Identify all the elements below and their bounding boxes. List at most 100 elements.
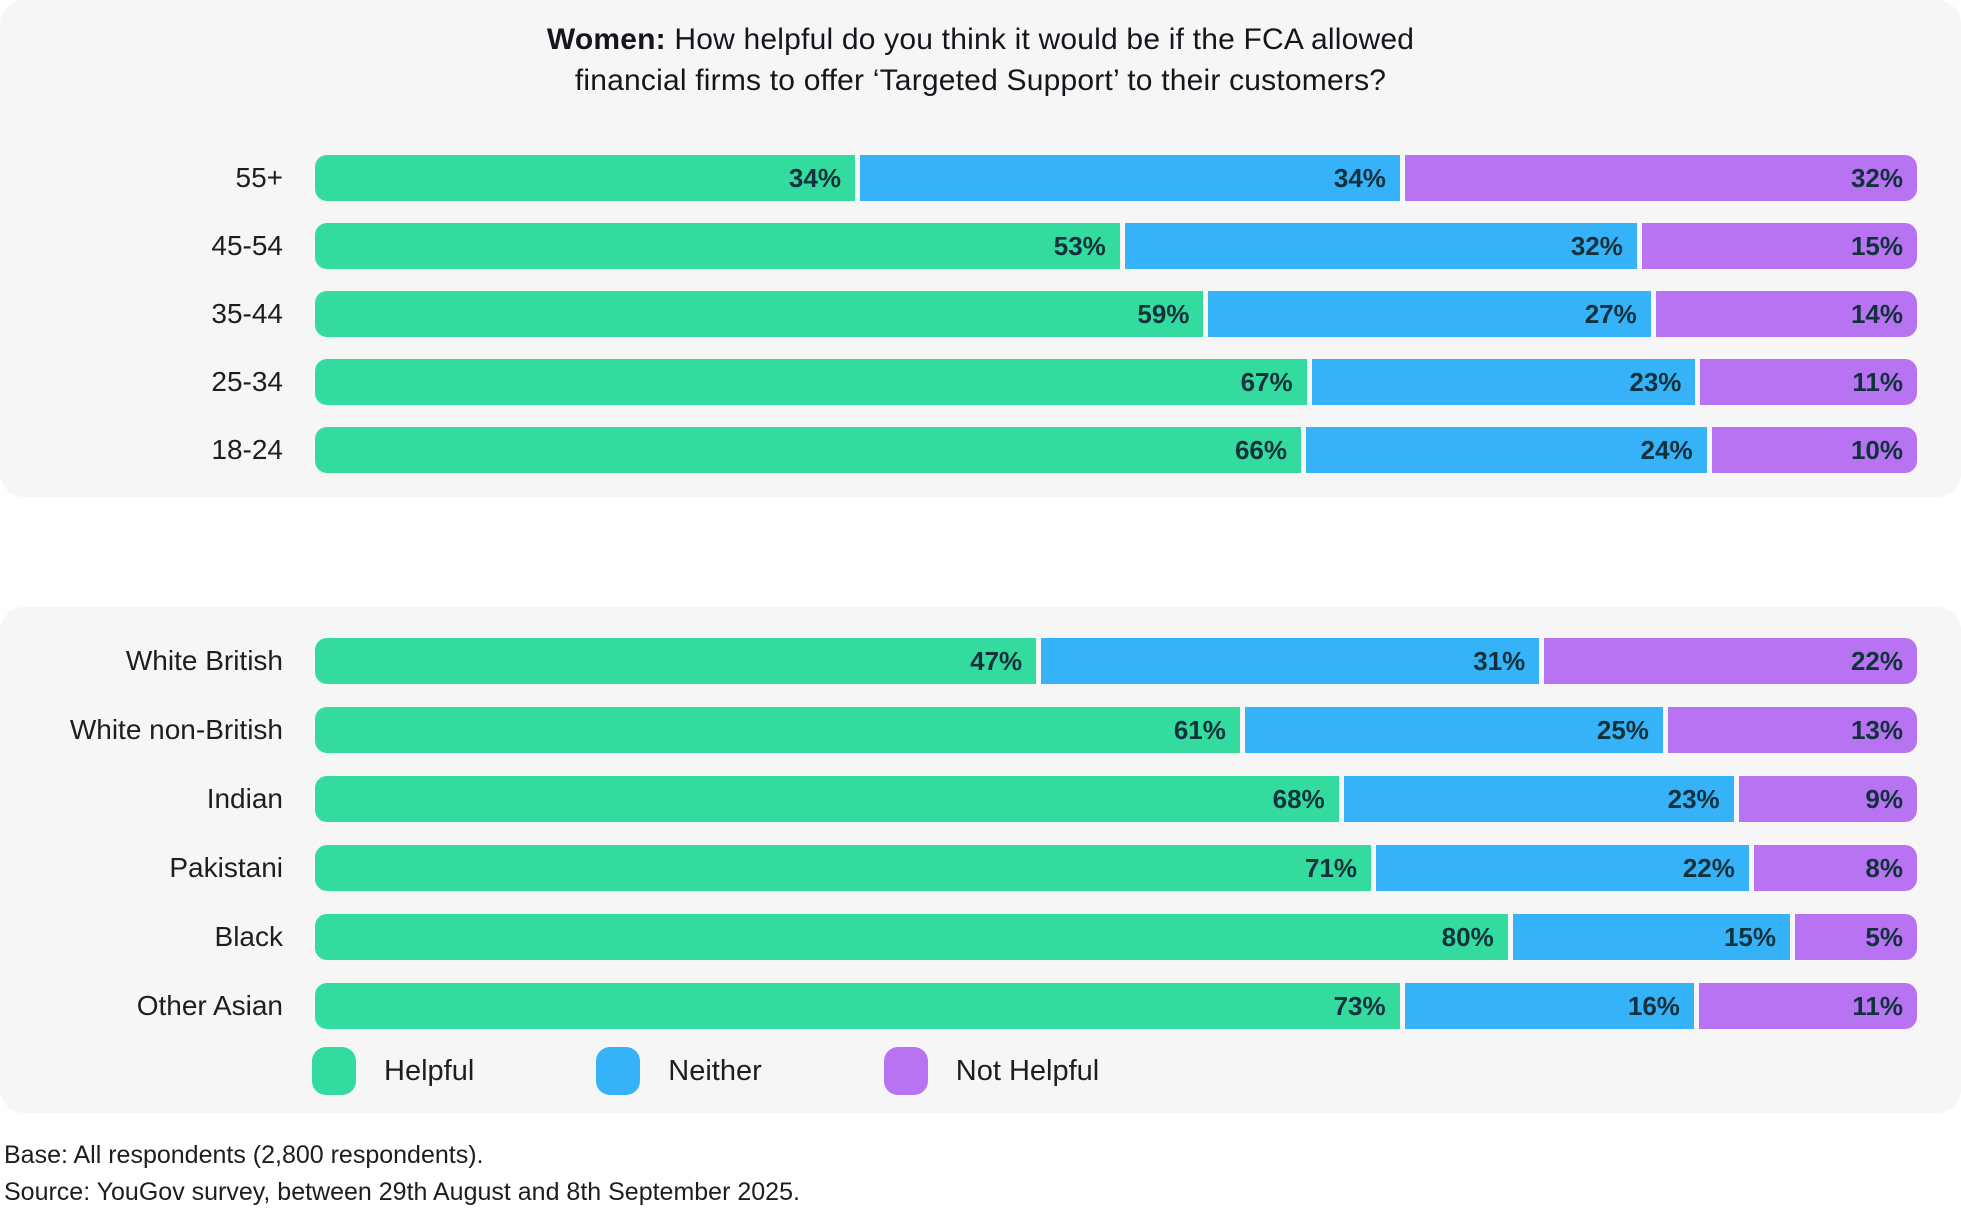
chart-title-line1-rest: How helpful do you think it would be if … — [665, 23, 1415, 56]
footer-source-note: Source: YouGov survey, between 29th Augu… — [4, 1178, 800, 1206]
category-label: Indian — [206, 783, 283, 814]
chart-row-age: 18-24 66% 24% 10% — [0, 427, 1961, 473]
bar-segment-not_helpful: 11% — [1700, 359, 1917, 405]
category-label: White British — [125, 645, 283, 676]
chart-legend: Helpful Neither Not Helpful — [312, 1047, 1961, 1095]
segment-value-label: 22% — [1850, 645, 1903, 676]
segment-value-label: 68% — [1272, 783, 1325, 814]
bar-segment-neither: 27% — [1208, 291, 1651, 337]
segment-value-label: 27% — [1584, 298, 1637, 329]
segment-value-label: 61% — [1173, 714, 1226, 745]
segment-value-label: 23% — [1667, 783, 1720, 814]
bar-segment-not_helpful: 5% — [1795, 914, 1917, 960]
age-chart-panel: Women: How helpful do you think it would… — [0, 0, 1961, 497]
category-label: 35-44 — [211, 298, 283, 329]
segment-value-label: 15% — [1723, 921, 1776, 952]
legend-label: Not Helpful — [955, 1054, 1100, 1087]
category-label: 45-54 — [211, 230, 283, 261]
legend-item-neither: Neither — [596, 1047, 762, 1095]
stacked-bar: 34% 34% 32% — [315, 155, 1917, 201]
segment-value-label: 71% — [1305, 852, 1358, 883]
segment-value-label: 53% — [1053, 230, 1106, 261]
stacked-bar: 68% 23% 9% — [315, 776, 1917, 822]
segment-value-label: 32% — [1570, 230, 1623, 261]
bar-segment-helpful: 67% — [315, 359, 1307, 405]
bar-segment-helpful: 71% — [315, 845, 1372, 891]
category-label: 18-24 — [211, 434, 283, 465]
bar-segment-helpful: 59% — [315, 291, 1204, 337]
segment-value-label: 24% — [1640, 434, 1693, 465]
segment-value-label: 14% — [1850, 298, 1903, 329]
segment-value-label: 23% — [1629, 366, 1682, 397]
category-label: Black — [214, 921, 283, 952]
bar-segment-helpful: 73% — [315, 983, 1400, 1029]
category-label: 55+ — [235, 162, 284, 193]
bar-segment-helpful: 80% — [315, 914, 1508, 960]
bar-segment-neither: 25% — [1244, 707, 1663, 753]
stacked-bar: 80% 15% 5% — [315, 914, 1917, 960]
segment-value-label: 73% — [1333, 990, 1386, 1021]
legend-item-helpful: Helpful — [312, 1047, 474, 1095]
chart-row-age: 45-54 53% 32% 15% — [0, 223, 1961, 269]
chart-row-ethnicity: Other Asian 73% 16% 11% — [0, 983, 1961, 1029]
segment-value-label: 59% — [1137, 298, 1190, 329]
stacked-bar: 66% 24% 10% — [315, 427, 1918, 473]
segment-value-label: 13% — [1850, 714, 1903, 745]
stacked-bar: 67% 23% 11% — [315, 359, 1917, 405]
stacked-bar: 71% 22% 8% — [315, 845, 1917, 891]
bar-segment-neither: 23% — [1343, 776, 1734, 822]
bar-segment-neither: 34% — [859, 155, 1400, 201]
bar-segment-neither: 31% — [1041, 638, 1540, 684]
footer-base-note: Base: All respondents (2,800 respondents… — [4, 1141, 484, 1169]
chart-row-ethnicity: Pakistani 71% 22% 8% — [0, 845, 1961, 891]
bar-segment-not_helpful: 9% — [1738, 776, 1917, 822]
segment-value-label: 31% — [1473, 645, 1526, 676]
chart-row-age: 55+ 34% 34% 32% — [0, 155, 1961, 201]
segment-value-label: 32% — [1850, 162, 1903, 193]
bar-segment-not_helpful: 11% — [1698, 983, 1917, 1029]
segment-value-label: 16% — [1627, 990, 1680, 1021]
segment-value-label: 66% — [1234, 434, 1287, 465]
chart-title-prefix: Women: — [546, 23, 666, 56]
bar-segment-neither: 32% — [1124, 223, 1637, 269]
bar-segment-helpful: 61% — [315, 707, 1240, 753]
bar-segment-not_helpful: 10% — [1711, 427, 1918, 473]
legend-swatch-icon — [312, 1047, 356, 1095]
bar-segment-not_helpful: 13% — [1667, 707, 1917, 753]
ethnicity-chart-rows: White British 47% 31% 22% White non-British 6… — [0, 638, 1961, 1029]
segment-value-label: 34% — [788, 162, 841, 193]
stacked-bar: 59% 27% 14% — [315, 291, 1917, 337]
segment-value-label: 80% — [1441, 921, 1494, 952]
ethnicity-chart-panel: White British 47% 31% 22% White non-British 6… — [0, 607, 1961, 1113]
segment-value-label: 10% — [1850, 434, 1904, 465]
bar-segment-neither: 15% — [1512, 914, 1790, 960]
bar-segment-helpful: 53% — [315, 223, 1120, 269]
segment-value-label: 11% — [1852, 366, 1903, 397]
segment-value-label: 25% — [1596, 714, 1649, 745]
bar-segment-helpful: 66% — [315, 427, 1301, 473]
age-chart-rows: 55+ 34% 34% 32% 45-54 53% 32% 15% 35-44 59% 27% 14%… — [0, 155, 1961, 473]
bar-segment-helpful: 34% — [315, 155, 855, 201]
chart-row-age: 35-44 59% 27% 14% — [0, 291, 1961, 337]
chart-row-ethnicity: Black 80% 15% 5% — [0, 914, 1961, 960]
segment-value-label: 47% — [970, 645, 1023, 676]
bar-segment-not_helpful: 15% — [1641, 223, 1917, 269]
segment-value-label: 11% — [1852, 990, 1903, 1021]
stacked-bar: 53% 32% 15% — [315, 223, 1917, 269]
legend-item-not_helpful: Not Helpful — [883, 1047, 1100, 1095]
chart-row-ethnicity: White non-British 61% 25% 13% — [0, 707, 1961, 753]
legend-swatch-icon — [596, 1047, 641, 1095]
chart-row-ethnicity: White British 47% 31% 22% — [0, 638, 1961, 684]
segment-value-label: 22% — [1682, 852, 1735, 883]
category-label: Pakistani — [169, 852, 283, 883]
chart-row-ethnicity: Indian 68% 23% 9% — [0, 776, 1961, 822]
chart-footer: Base: All respondents (2,800 respondents… — [4, 1137, 1961, 1211]
bar-segment-neither: 16% — [1404, 983, 1694, 1029]
segment-value-label: 8% — [1865, 852, 1903, 883]
segment-value-label: 9% — [1865, 783, 1903, 814]
legend-label: Helpful — [384, 1054, 475, 1087]
chart-title-line2: financial firms to offer ‘Targeted Suppo… — [574, 63, 1387, 97]
category-label: White non-British — [69, 714, 283, 745]
bar-segment-not_helpful: 8% — [1753, 845, 1917, 891]
bar-segment-not_helpful: 32% — [1404, 155, 1917, 201]
